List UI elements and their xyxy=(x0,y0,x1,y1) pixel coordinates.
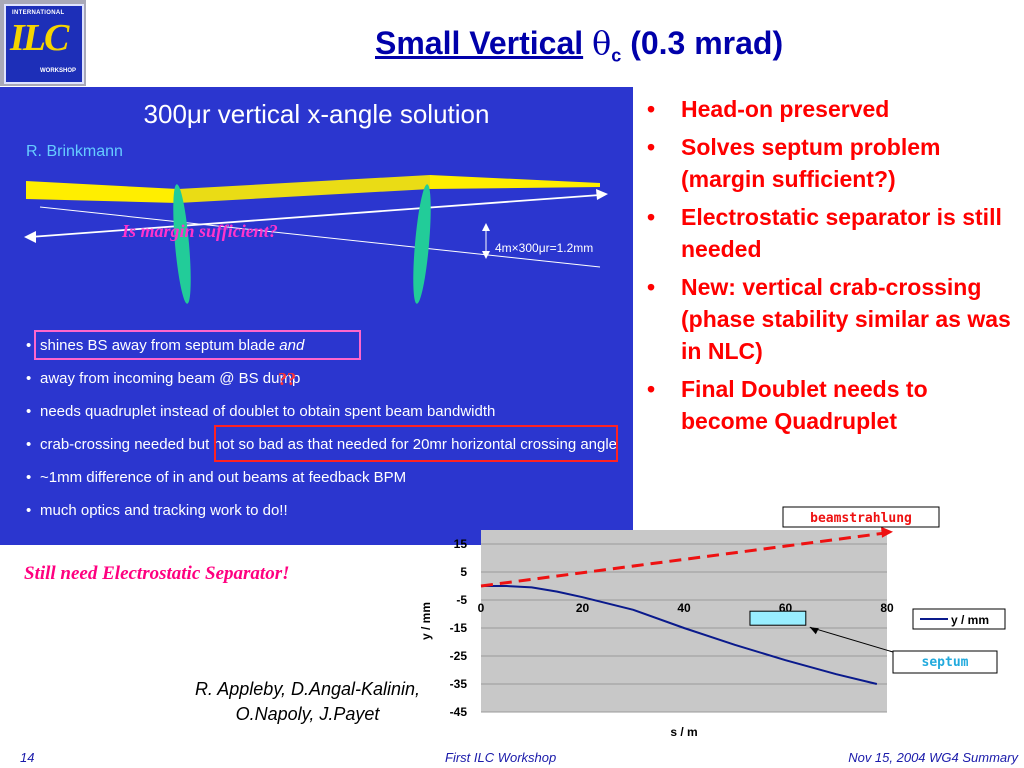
panel-item: much optics and tracking work to do!! xyxy=(26,500,626,521)
y-axis-label: y / mm xyxy=(419,602,433,640)
y-tick-label: -45 xyxy=(450,705,468,719)
panel-author: R. Brinkmann xyxy=(26,143,123,160)
bullet-item: Electrostatic separator is still needed xyxy=(647,201,1019,265)
ilc-logo: INTERNATIONAL ILC WORKSHOP xyxy=(0,0,86,86)
bullet-item: Head-on preserved xyxy=(647,93,1019,125)
logo-bottom-text: WORKSHOP xyxy=(40,68,76,74)
panel-item: crab-crossing needed but not so bad as t… xyxy=(26,434,626,455)
legend-box xyxy=(912,608,1006,630)
septum-box xyxy=(749,610,807,626)
x-tick-label: 20 xyxy=(576,601,590,615)
x-tick-label: 0 xyxy=(478,601,485,615)
trajectory-chart: 155-5-15-25-35-450 20 40 60 80s / my / mmbea… xyxy=(419,506,1006,739)
scale-label: 4m×300μr=1.2mm xyxy=(495,241,594,255)
septum-pointer xyxy=(809,626,894,653)
page-number: 14 xyxy=(20,750,35,765)
logo-top-text: INTERNATIONAL xyxy=(12,10,65,16)
y-tick-label: -15 xyxy=(450,621,468,635)
embedded-slide-panel: 300μr vertical x-angle solution R. Brink… xyxy=(0,87,633,545)
highlight-box-pink xyxy=(34,330,361,360)
y-tick-label: 15 xyxy=(454,537,468,551)
panel-item: away from incoming beam @ BS dump xyxy=(26,368,626,389)
credits-line-1: R. Appleby, D.Angal-Kalinin, xyxy=(194,679,421,699)
beamstrahlung-arrowhead xyxy=(881,526,893,538)
credits: R. Appleby, D.Angal-Kalinin, O.Napoly, J… xyxy=(180,677,435,727)
panel-title: 300μr vertical x-angle solution xyxy=(143,99,490,129)
title-rest: (0.3 mrad) xyxy=(630,25,784,61)
title-theta: θ xyxy=(592,24,612,62)
series-line-y xyxy=(481,585,878,685)
bullet-item: Final Doublet needs to become Quadruplet xyxy=(647,373,1019,437)
panel-item: ~1mm difference of in and out beams at f… xyxy=(26,467,626,488)
bullet-item: Solves septum problem (margin sufficient… xyxy=(647,131,1019,195)
x-tick-label: 40 xyxy=(677,601,691,615)
lens-left xyxy=(173,184,191,304)
question-marks: ?? xyxy=(278,369,296,389)
beam-crossing-diagram xyxy=(24,175,608,304)
slide-title: Small Vertical θc (0.3 mrad) xyxy=(375,24,783,66)
y-tick-label: 5 xyxy=(460,565,467,579)
title-subscript: c xyxy=(611,45,622,66)
arrow-head-left xyxy=(24,231,36,243)
beam-fan-right xyxy=(430,175,600,189)
scale-arrow-bottom xyxy=(482,251,490,259)
highlight-box-red xyxy=(214,425,618,462)
panel-bullet-list: shines BS away from septum blade and awa… xyxy=(26,335,626,533)
reference-line xyxy=(39,206,601,268)
septum-pointer-head xyxy=(809,627,819,635)
logo-badge: INTERNATIONAL ILC WORKSHOP xyxy=(4,4,84,84)
panel-item: needs quadruplet instead of doublet to o… xyxy=(26,401,626,422)
beam-fan-center xyxy=(178,175,430,203)
main-bullet-list: Head-on preserved Solves septum problem … xyxy=(647,93,1019,443)
title-main: Small Vertical xyxy=(375,25,584,61)
scale-arrow-top xyxy=(482,223,490,231)
beamstrahlung-label-box xyxy=(782,506,940,528)
septum-label-box xyxy=(892,650,998,674)
footer-date: Nov 15, 2004 WG4 Summary xyxy=(848,750,1018,765)
lens-right xyxy=(413,184,431,304)
panel-item: shines BS away from septum blade and xyxy=(26,335,626,356)
septum-label: septum xyxy=(922,655,969,670)
footer-event: First ILC Workshop xyxy=(445,750,557,765)
beamstrahlung-label: beamstrahlung xyxy=(810,511,912,526)
x-tick-label: 80 xyxy=(880,601,894,615)
credits-line-2: O.Napoly, J.Payet xyxy=(235,704,380,724)
x-axis-label: s / m xyxy=(670,725,697,739)
y-tick-label: -35 xyxy=(450,677,468,691)
plot-area xyxy=(481,530,887,712)
still-need-note: Still need Electrostatic Separator! xyxy=(24,563,290,584)
bullet-item: New: vertical crab-crossing (phase stabi… xyxy=(647,271,1019,367)
outgoing-beam-line xyxy=(29,194,601,238)
logo-main-text: ILC xyxy=(10,17,69,59)
arrow-head-right xyxy=(596,189,608,200)
beamstrahlung-line xyxy=(480,531,888,588)
legend-label: y / mm xyxy=(951,613,989,627)
margin-question-note: Is margin sufficient? xyxy=(122,221,278,241)
y-tick-label: -25 xyxy=(450,649,468,663)
incoming-beam-left xyxy=(26,181,178,203)
y-tick-label: -5 xyxy=(456,593,467,607)
